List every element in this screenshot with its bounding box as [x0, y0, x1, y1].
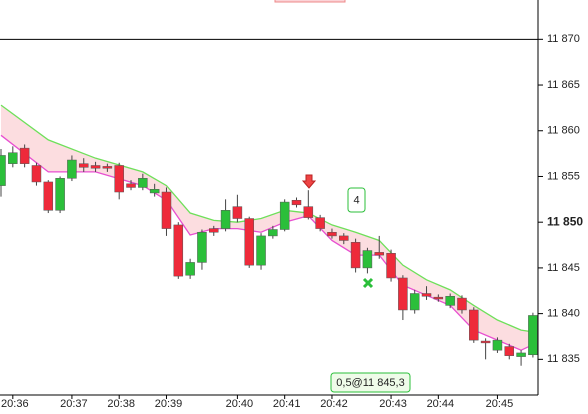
candle-body	[469, 309, 479, 341]
candle-body	[19, 147, 30, 164]
candle-body	[67, 159, 77, 179]
count-box[interactable]	[347, 187, 366, 213]
x-tick-label: 20:37	[60, 398, 88, 410]
candle-body	[220, 210, 231, 229]
candle-body	[173, 224, 184, 277]
candle-body	[78, 163, 89, 168]
candle-body	[90, 165, 101, 169]
plot-area	[0, 38, 538, 366]
candle-body	[149, 189, 160, 194]
candle-body	[126, 183, 136, 188]
candle-body	[185, 262, 195, 276]
y-tick-label: 11 860	[547, 125, 580, 137]
candle-body	[197, 231, 207, 263]
candle-body	[398, 277, 408, 311]
candle-body	[374, 252, 384, 256]
candle-body	[303, 206, 314, 218]
y-tick-label: 11 840	[547, 308, 580, 320]
candle-body	[516, 352, 526, 357]
sell-arrow[interactable]	[301, 174, 317, 189]
candle-body	[504, 346, 515, 356]
candle-body	[102, 166, 113, 169]
candle-body	[8, 152, 18, 164]
candle-body	[528, 315, 538, 356]
candle-body	[244, 218, 254, 266]
candle-body	[362, 250, 373, 269]
candle-body	[161, 191, 172, 229]
count-label: 4	[353, 194, 359, 206]
candle-body	[421, 293, 432, 297]
x-tick-label: 20:43	[379, 398, 407, 410]
candle-body	[480, 340, 491, 344]
y-tick-label: 11 835	[547, 353, 580, 365]
candle-body	[209, 228, 219, 233]
x-tick-label: 20:42	[320, 398, 348, 410]
y-tick-label: 11 865	[547, 79, 580, 91]
candle-body	[492, 339, 503, 351]
candle-body	[43, 181, 54, 211]
x-tick-label: 20:39	[155, 398, 183, 410]
y-tick-label: 11 850	[547, 214, 583, 228]
candle-body	[268, 229, 278, 237]
x-tick-label: 20:38	[107, 398, 135, 410]
candle-body	[339, 235, 349, 241]
candle-body	[232, 206, 243, 219]
x-tick-label: 20:44	[427, 398, 455, 410]
x-tick-label: 20:40	[226, 398, 254, 410]
candle-body	[445, 296, 455, 306]
candle-body	[138, 178, 148, 188]
y-tick-label: 11 870	[547, 33, 580, 45]
candle-body	[291, 199, 302, 206]
band-fill	[1, 105, 533, 351]
candle-body	[256, 235, 266, 266]
candle-body	[31, 165, 42, 183]
y-tick-label: 11 855	[547, 170, 580, 182]
candle-body	[114, 165, 124, 193]
candle-body	[0, 155, 6, 186]
top-marker	[274, 0, 346, 3]
candle-body	[409, 293, 420, 311]
order-label: 0,5@11 845,3	[336, 377, 404, 389]
y-tick-label: 11 845	[547, 262, 580, 274]
x-tick-label: 20:36	[1, 398, 29, 410]
x-tick-label: 20:45	[486, 398, 514, 410]
candle-body	[327, 231, 337, 237]
candle-body	[55, 178, 65, 211]
candle-body	[350, 242, 361, 269]
cancel-mark[interactable]	[362, 277, 374, 289]
candle-body	[457, 297, 467, 311]
candle-body	[279, 201, 290, 230]
order-box[interactable]	[330, 372, 411, 393]
candle-body	[315, 217, 325, 229]
x-tick-label: 20:41	[273, 398, 301, 410]
candle-body	[433, 296, 444, 300]
candle-body	[386, 253, 396, 279]
